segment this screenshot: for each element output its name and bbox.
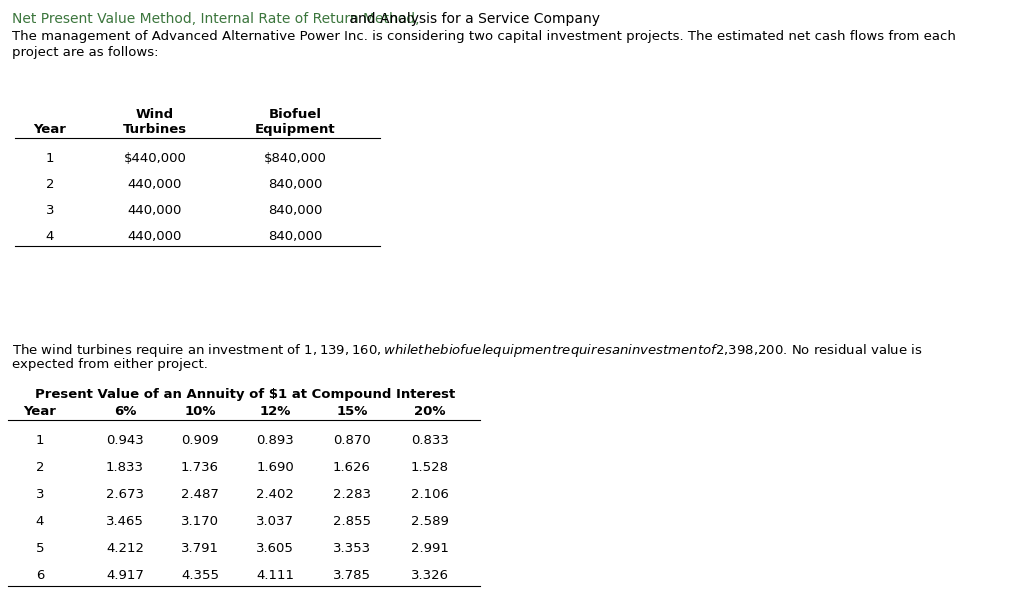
Text: Year: Year	[34, 123, 67, 136]
Text: 2.106: 2.106	[411, 488, 449, 501]
Text: 1: 1	[36, 434, 44, 447]
Text: 4.212: 4.212	[106, 542, 144, 555]
Text: 5: 5	[36, 542, 44, 555]
Text: 2.991: 2.991	[411, 542, 449, 555]
Text: Wind: Wind	[136, 108, 174, 121]
Text: 6: 6	[36, 569, 44, 582]
Text: 3.170: 3.170	[181, 515, 219, 528]
Text: Net Present Value Method, Internal Rate of Return Method,: Net Present Value Method, Internal Rate …	[12, 12, 420, 26]
Text: 4.917: 4.917	[106, 569, 144, 582]
Text: 3.037: 3.037	[256, 515, 294, 528]
Text: 0.943: 0.943	[106, 434, 144, 447]
Text: 840,000: 840,000	[268, 178, 323, 191]
Text: 6%: 6%	[114, 405, 136, 418]
Text: 3: 3	[46, 204, 54, 217]
Text: 2: 2	[46, 178, 54, 191]
Text: 2.487: 2.487	[181, 488, 219, 501]
Text: 3.353: 3.353	[333, 542, 371, 555]
Text: Present Value of an Annuity of $1 at Compound Interest: Present Value of an Annuity of $1 at Com…	[35, 388, 455, 401]
Text: 0.909: 0.909	[181, 434, 219, 447]
Text: 1.736: 1.736	[181, 461, 219, 474]
Text: 15%: 15%	[336, 405, 368, 418]
Text: The wind turbines require an investment of $1,139,160, while the biofuel equipme: The wind turbines require an investment …	[12, 342, 923, 359]
Text: Turbines: Turbines	[123, 123, 187, 136]
Text: 4: 4	[46, 230, 54, 243]
Text: 440,000: 440,000	[128, 204, 182, 217]
Text: 0.833: 0.833	[411, 434, 449, 447]
Text: 1.690: 1.690	[256, 461, 294, 474]
Text: 3.791: 3.791	[181, 542, 219, 555]
Text: $840,000: $840,000	[263, 152, 327, 165]
Text: 840,000: 840,000	[268, 204, 323, 217]
Text: 1.626: 1.626	[333, 461, 371, 474]
Text: 840,000: 840,000	[268, 230, 323, 243]
Text: 4.355: 4.355	[181, 569, 219, 582]
Text: 2.402: 2.402	[256, 488, 294, 501]
Text: 2.283: 2.283	[333, 488, 371, 501]
Text: 1.833: 1.833	[106, 461, 144, 474]
Text: 440,000: 440,000	[128, 230, 182, 243]
Text: 3.605: 3.605	[256, 542, 294, 555]
Text: 3.785: 3.785	[333, 569, 371, 582]
Text: 3.326: 3.326	[411, 569, 449, 582]
Text: 12%: 12%	[259, 405, 291, 418]
Text: project are as follows:: project are as follows:	[12, 46, 159, 59]
Text: 3.465: 3.465	[106, 515, 144, 528]
Text: Year: Year	[24, 405, 56, 418]
Text: 2.673: 2.673	[106, 488, 144, 501]
Text: 4: 4	[36, 515, 44, 528]
Text: $440,000: $440,000	[124, 152, 186, 165]
Text: 2: 2	[36, 461, 44, 474]
Text: 20%: 20%	[415, 405, 445, 418]
Text: 3: 3	[36, 488, 44, 501]
Text: The management of Advanced Alternative Power Inc. is considering two capital inv: The management of Advanced Alternative P…	[12, 30, 955, 43]
Text: 1: 1	[46, 152, 54, 165]
Text: Biofuel: Biofuel	[268, 108, 322, 121]
Text: 2.589: 2.589	[411, 515, 449, 528]
Text: 0.870: 0.870	[333, 434, 371, 447]
Text: 0.893: 0.893	[256, 434, 294, 447]
Text: Equipment: Equipment	[255, 123, 335, 136]
Text: 10%: 10%	[184, 405, 216, 418]
Text: 4.111: 4.111	[256, 569, 294, 582]
Text: 440,000: 440,000	[128, 178, 182, 191]
Text: 1.528: 1.528	[411, 461, 449, 474]
Text: 2.855: 2.855	[333, 515, 371, 528]
Text: and Analysis for a Service Company: and Analysis for a Service Company	[345, 12, 600, 26]
Text: expected from either project.: expected from either project.	[12, 358, 208, 371]
